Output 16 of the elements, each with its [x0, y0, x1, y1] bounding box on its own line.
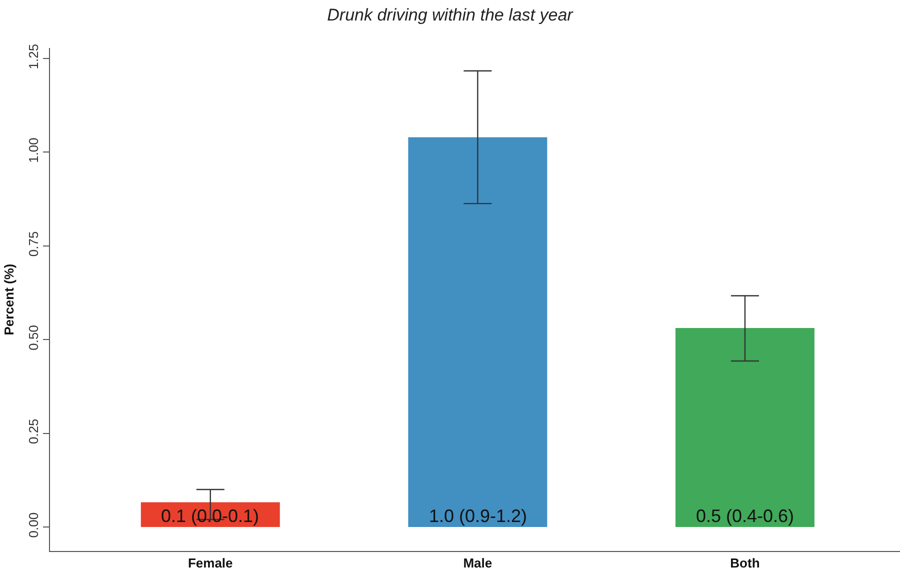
y-tick-label: 0.00	[26, 512, 41, 538]
chart-title: Drunk driving within the last year	[327, 6, 574, 25]
bar	[675, 328, 814, 528]
y-tick-label: 0.50	[26, 325, 41, 350]
y-tick-label: 1.00	[26, 138, 41, 163]
x-tick-label: Both	[730, 556, 760, 571]
y-tick-label: 0.25	[26, 418, 41, 444]
y-tick-label: 0.75	[26, 231, 41, 257]
data-label: 1.0 (0.9-1.2)	[429, 506, 528, 526]
data-label: 0.1 (0.0-0.1)	[161, 506, 260, 526]
y-axis-title: Percent (%)	[2, 264, 17, 336]
x-tick-label: Female	[188, 556, 233, 571]
y-tick-label: 1.25	[26, 44, 41, 70]
data-label: 0.5 (0.4-0.6)	[696, 506, 794, 526]
bar	[408, 137, 548, 528]
x-tick-label: Male	[463, 556, 492, 571]
